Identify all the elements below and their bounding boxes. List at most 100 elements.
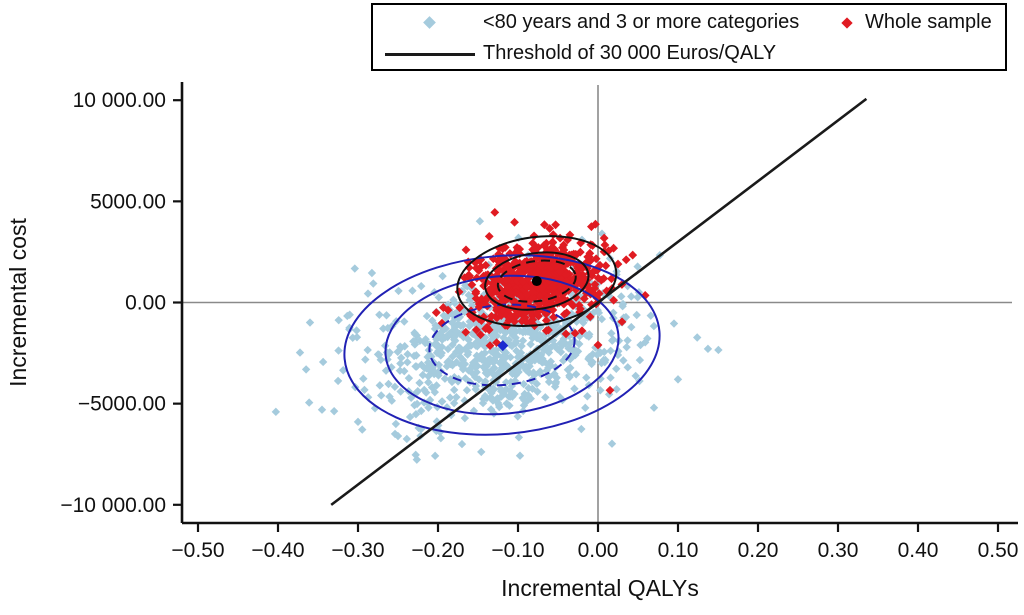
scatter-point (596, 374, 605, 383)
scatter-point (422, 311, 432, 321)
scatter-point (440, 374, 450, 383)
scatter-point (400, 366, 409, 376)
scatter-point (496, 326, 505, 335)
legend-label-threshold: Threshold of 30 000 Euros/QALY (483, 42, 777, 64)
y-tick-label: −5000.00 (78, 393, 166, 416)
scatter-point (537, 283, 547, 293)
scatter-point (581, 403, 590, 413)
scatter-point (484, 231, 494, 241)
x-tick-label: −0.50 (171, 539, 224, 562)
scatter-point (519, 379, 528, 389)
scatter-point (478, 398, 488, 408)
scatter-point (367, 268, 377, 278)
scatter-point (544, 377, 554, 387)
scatter-point (411, 410, 421, 419)
scatter-point (460, 413, 470, 423)
scatter-point (561, 352, 571, 362)
scatter-point (552, 289, 562, 298)
scatter-point (487, 365, 497, 375)
scatter-point (485, 341, 495, 350)
scatter-point (673, 375, 683, 384)
scatter-point (556, 324, 565, 334)
scatter-point (456, 321, 465, 330)
scatter-point (518, 328, 528, 337)
scatter-point (497, 387, 506, 396)
scatter-point (587, 300, 596, 309)
scatter-point (510, 317, 519, 326)
scatter-point (567, 346, 577, 355)
scatter-point (390, 382, 400, 391)
scatter-point (295, 348, 305, 357)
scatter-point (606, 346, 615, 355)
scatter-point (490, 207, 500, 217)
scatter-point (617, 317, 627, 327)
scatter-point (627, 292, 636, 301)
scatter-point (547, 316, 556, 325)
scatter-point (589, 308, 598, 318)
scatter-point (495, 358, 505, 368)
scatter-point (427, 352, 436, 361)
scatter-point (605, 254, 615, 263)
scatter-point (607, 274, 616, 284)
scatter-point (544, 363, 553, 373)
scatter-point (703, 344, 713, 354)
scatter-point (588, 267, 598, 277)
x-tick-label: 0.00 (578, 539, 619, 562)
x-tick-label: −0.40 (251, 539, 304, 562)
scatter-point (540, 220, 549, 230)
confidence-ellipse (484, 251, 590, 311)
scatter-point (540, 296, 550, 306)
scatter-point (591, 219, 600, 229)
scatter-point (579, 318, 588, 327)
scatter-point (498, 244, 508, 254)
scatter-point (604, 246, 614, 256)
scatter-point (548, 282, 558, 292)
scatter-point (527, 329, 536, 339)
scatter-point (594, 289, 604, 298)
scatter-point (571, 350, 580, 360)
scatter-point (438, 271, 447, 281)
scatter-point (518, 267, 527, 277)
scatter-point (548, 237, 558, 247)
scatter-point (437, 397, 447, 406)
scatter-point (412, 455, 422, 464)
scatter-point (623, 363, 632, 372)
scatter-point (518, 361, 527, 370)
x-tick-label: −0.30 (331, 539, 384, 562)
confidence-ellipse (343, 254, 661, 436)
scatter-point (409, 351, 419, 361)
scatter-point (518, 277, 527, 287)
scatter-point (508, 369, 517, 379)
confidence-ellipse (456, 235, 618, 328)
x-tick-label: 0.50 (978, 539, 1019, 562)
scatter-point (566, 363, 575, 373)
scatter-point (535, 291, 545, 301)
scatter-point (473, 354, 482, 364)
scatter-point (447, 359, 457, 369)
scatter-point (551, 379, 560, 388)
scatter-point (305, 318, 315, 327)
scatter-point (669, 319, 679, 328)
scatter-point (403, 349, 412, 359)
legend-row-1: <80 years and 3 or more categories Whole… (373, 9, 1005, 39)
scatter-point (408, 286, 417, 295)
red-diamond-icon (841, 17, 853, 29)
scatter-point (412, 399, 422, 409)
scatter-point (643, 334, 652, 343)
scatter-point (546, 361, 555, 370)
scatter-point (599, 233, 609, 243)
scatter-point (431, 308, 441, 318)
scatter-point (607, 329, 616, 338)
scatter-point (412, 331, 422, 340)
scatter-point (576, 275, 586, 285)
scatter-point (537, 336, 546, 346)
scatter-point (531, 243, 541, 252)
scatter-point (418, 370, 428, 380)
scatter-point (471, 385, 480, 394)
scatter-point (535, 351, 544, 361)
scatter-point (520, 396, 529, 405)
scatter-point (437, 318, 447, 328)
scatter-point (434, 371, 443, 380)
scatter-point (545, 224, 555, 233)
scatter-point (489, 280, 499, 290)
